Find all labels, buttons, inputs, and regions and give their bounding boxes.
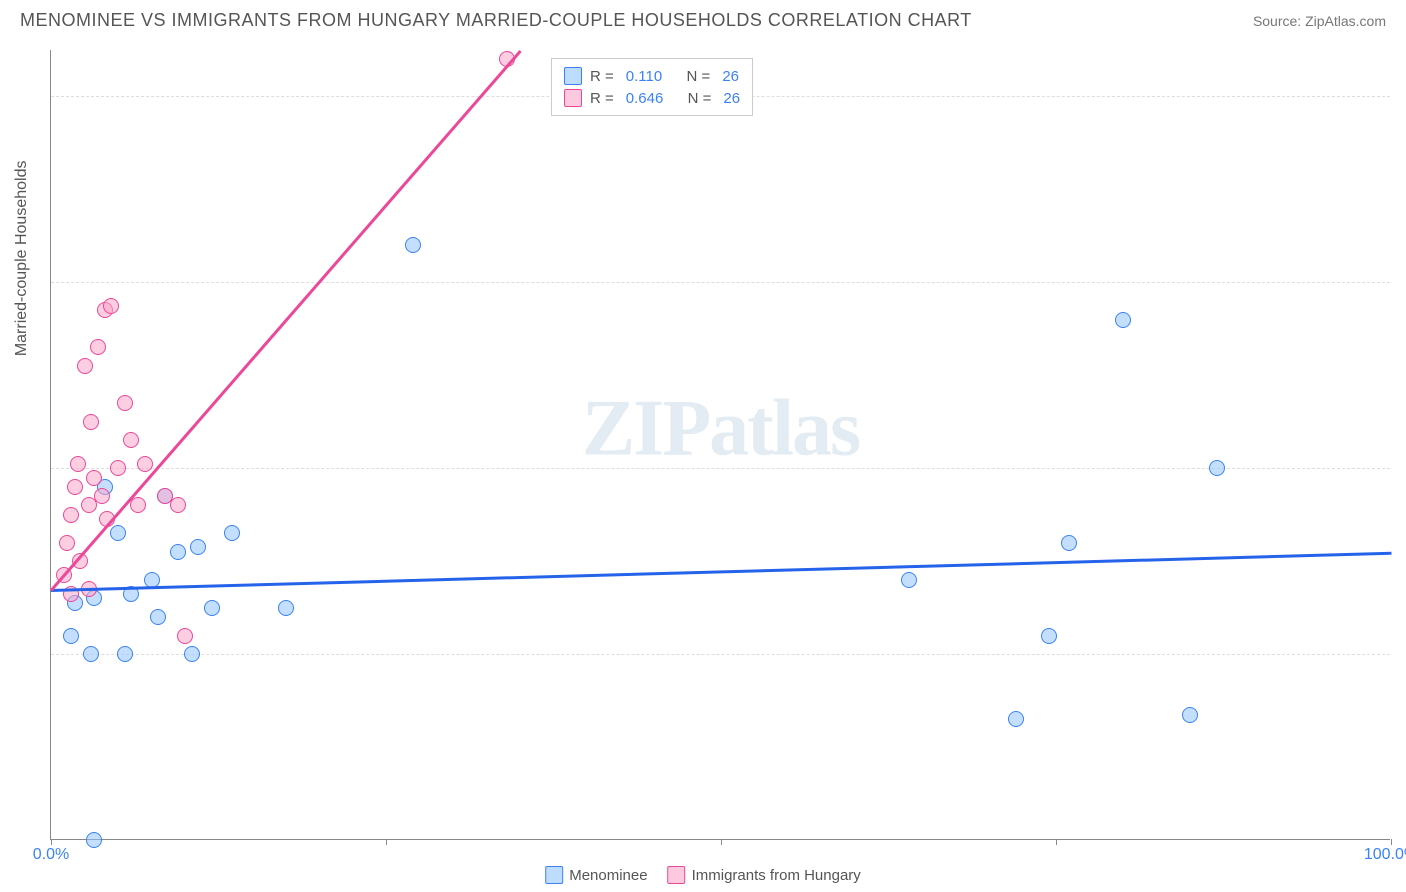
x-tick-mark xyxy=(721,839,722,845)
trendline xyxy=(51,552,1391,592)
scatter-point xyxy=(63,628,79,644)
scatter-point xyxy=(1041,628,1057,644)
gridline xyxy=(51,654,1390,655)
scatter-point xyxy=(190,539,206,555)
legend-swatch xyxy=(668,866,686,884)
y-axis-label: Married-couple Households xyxy=(13,161,31,357)
legend-n-value: 26 xyxy=(723,90,740,107)
scatter-point xyxy=(278,600,294,616)
scatter-point xyxy=(224,525,240,541)
legend-label: Menominee xyxy=(569,867,647,884)
legend-swatch xyxy=(564,89,582,107)
scatter-point xyxy=(405,237,421,253)
y-tick-label: 60.0% xyxy=(1400,459,1406,477)
gridline xyxy=(51,468,1390,469)
gridline xyxy=(51,282,1390,283)
scatter-point xyxy=(63,507,79,523)
legend-n-value: 26 xyxy=(722,68,739,85)
scatter-point xyxy=(67,479,83,495)
legend-swatch xyxy=(545,866,563,884)
scatter-point xyxy=(204,600,220,616)
scatter-point xyxy=(123,432,139,448)
scatter-point xyxy=(184,646,200,662)
legend-n-label: N = xyxy=(687,68,711,85)
legend-n-label: N = xyxy=(688,90,712,107)
chart-header: MENOMINEE VS IMMIGRANTS FROM HUNGARY MAR… xyxy=(0,0,1406,31)
scatter-point xyxy=(117,646,133,662)
scatter-point xyxy=(170,544,186,560)
scatter-point xyxy=(94,488,110,504)
x-tick-label: 100.0% xyxy=(1364,846,1406,864)
legend-r-label: R = xyxy=(590,90,614,107)
scatter-point xyxy=(1209,460,1225,476)
legend-r-value: 0.646 xyxy=(626,90,664,107)
scatter-point xyxy=(90,339,106,355)
legend-r-value: 0.110 xyxy=(626,68,662,85)
scatter-point xyxy=(177,628,193,644)
legend-r-label: R = xyxy=(590,68,614,85)
x-tick-mark xyxy=(386,839,387,845)
legend-top-row: R = 0.110 N = 26 xyxy=(564,65,740,87)
scatter-point xyxy=(170,497,186,513)
legend-swatch xyxy=(564,67,582,85)
source-attribution: Source: ZipAtlas.com xyxy=(1253,13,1386,29)
scatter-point xyxy=(86,470,102,486)
scatter-point xyxy=(110,525,126,541)
chart-container: Married-couple Households ZIPatlas 40.0%… xyxy=(50,50,1390,840)
scatter-point xyxy=(130,497,146,513)
plot-area: ZIPatlas 40.0%60.0%80.0%100.0%0.0%100.0%… xyxy=(50,50,1390,840)
scatter-point xyxy=(901,572,917,588)
scatter-point xyxy=(117,395,133,411)
legend-bottom-item: Immigrants from Hungary xyxy=(668,866,861,884)
x-tick-mark xyxy=(51,839,52,845)
legend-label: Immigrants from Hungary xyxy=(692,867,861,884)
watermark: ZIPatlas xyxy=(582,383,859,474)
scatter-point xyxy=(1115,312,1131,328)
legend-top: R = 0.110 N = 26 R = 0.646 N = 26 xyxy=(551,58,753,116)
scatter-point xyxy=(150,609,166,625)
scatter-point xyxy=(83,414,99,430)
trendline xyxy=(50,50,521,591)
y-tick-label: 100.0% xyxy=(1400,87,1406,105)
scatter-point xyxy=(1182,707,1198,723)
scatter-point xyxy=(137,456,153,472)
y-tick-label: 80.0% xyxy=(1400,273,1406,291)
y-tick-label: 40.0% xyxy=(1400,645,1406,663)
x-tick-label: 0.0% xyxy=(33,846,69,864)
scatter-point xyxy=(83,646,99,662)
scatter-point xyxy=(81,497,97,513)
scatter-point xyxy=(110,460,126,476)
legend-top-row: R = 0.646 N = 26 xyxy=(564,87,740,109)
scatter-point xyxy=(77,358,93,374)
scatter-point xyxy=(70,456,86,472)
legend-bottom: Menominee Immigrants from Hungary xyxy=(545,866,861,884)
scatter-point xyxy=(86,832,102,848)
scatter-point xyxy=(103,298,119,314)
scatter-point xyxy=(59,535,75,551)
x-tick-mark xyxy=(1391,839,1392,845)
chart-title: MENOMINEE VS IMMIGRANTS FROM HUNGARY MAR… xyxy=(20,10,972,31)
x-tick-mark xyxy=(1056,839,1057,845)
legend-bottom-item: Menominee xyxy=(545,866,647,884)
scatter-point xyxy=(1061,535,1077,551)
scatter-point xyxy=(1008,711,1024,727)
